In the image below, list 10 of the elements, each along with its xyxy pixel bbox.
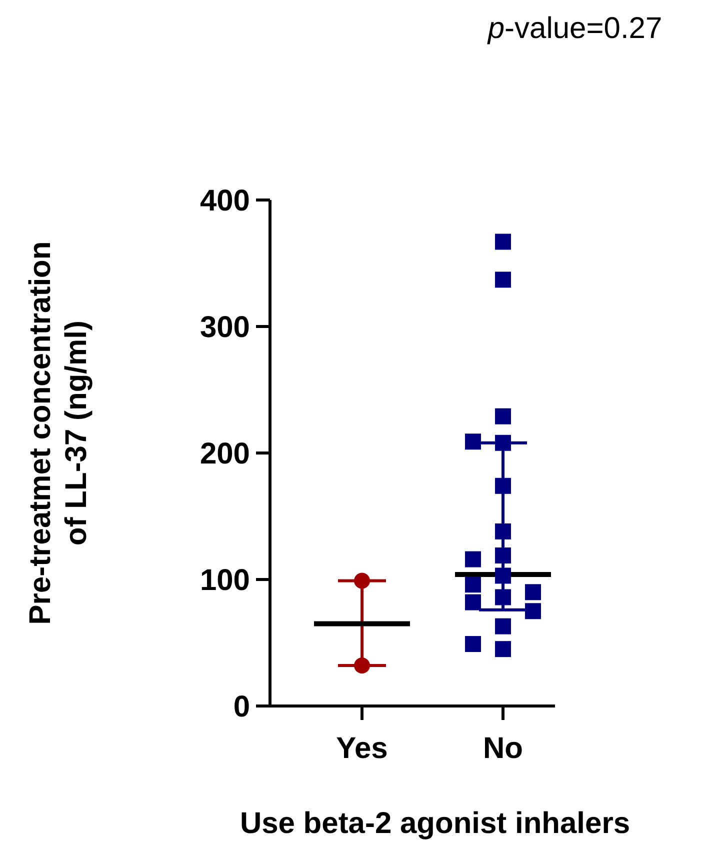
y-tick-label: 100 xyxy=(200,564,250,597)
y-tick-label: 400 xyxy=(200,184,250,218)
y-axis-title: Pre-treatmet concentration of LL-37 (ng/ml) xyxy=(24,241,93,625)
y-tick-label: 0 xyxy=(233,690,250,724)
y-tick-label: 300 xyxy=(200,311,250,344)
chart-title: p-value=0.27 xyxy=(486,12,662,45)
x-axis-title: Use beta-2 agonist inhalers xyxy=(240,807,630,840)
x-tick-label: No xyxy=(483,732,523,765)
y-tick-label: 200 xyxy=(200,438,250,470)
x-tick-label: Yes xyxy=(336,732,388,765)
